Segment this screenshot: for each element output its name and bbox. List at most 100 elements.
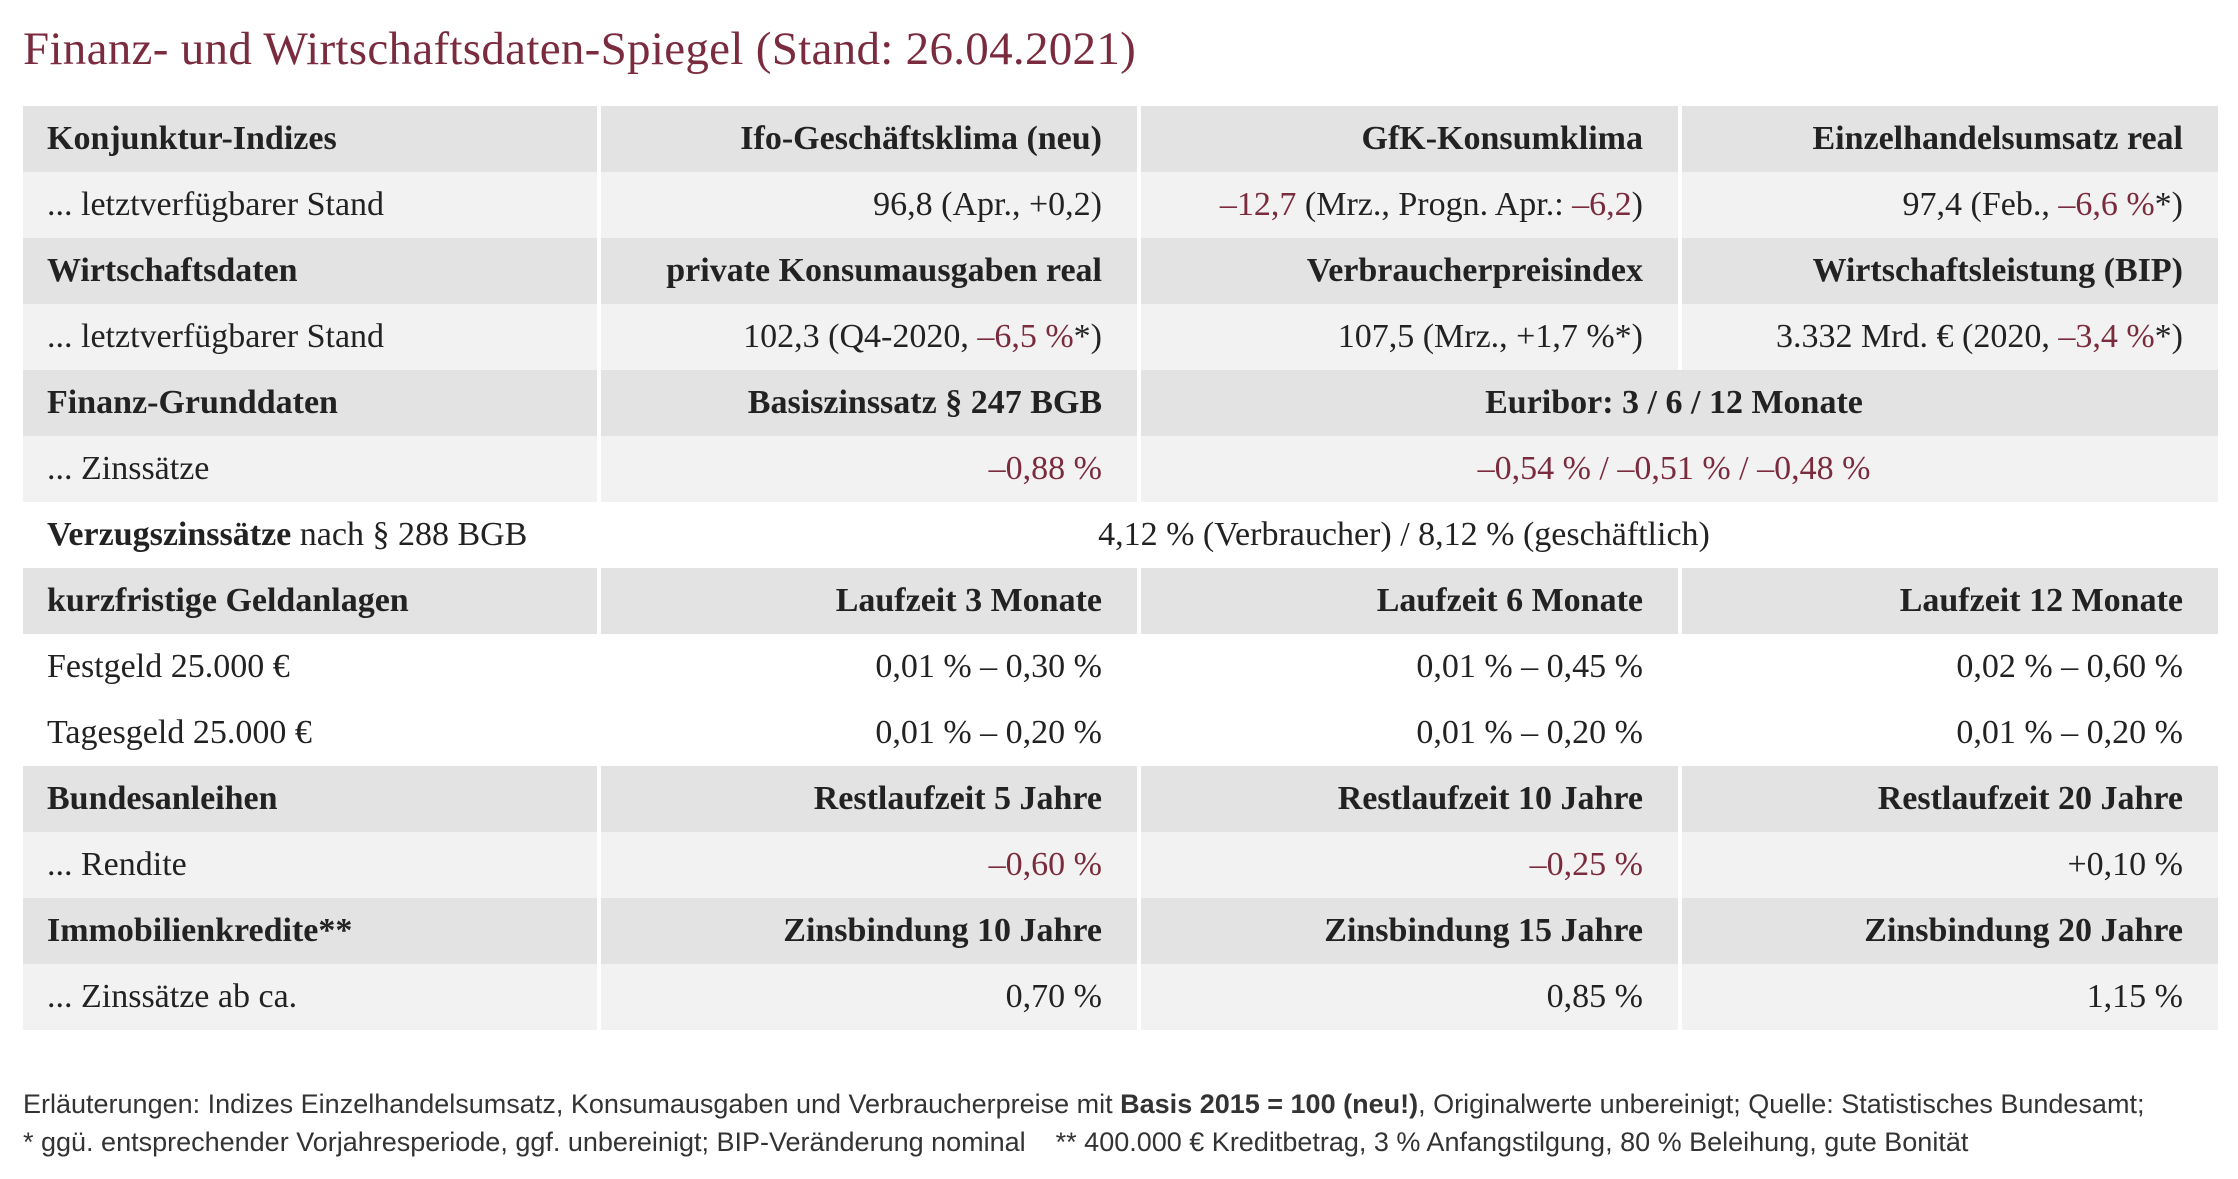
table-cell: 0,01 % – 0,45 % <box>1137 634 1678 700</box>
cell-text: Finanz-Grunddaten <box>47 384 338 421</box>
footnote-line: Erläuterungen: Indizes Einzelhandelsumsa… <box>23 1085 2144 1123</box>
table-cell: Laufzeit 3 Monate <box>597 568 1137 634</box>
cell-text: Laufzeit 12 Monate <box>1899 582 2183 619</box>
table-cell: Verbraucherpreisindex <box>1137 238 1678 304</box>
cell-text: Ifo-Geschäftsklima (neu) <box>740 120 1102 157</box>
page-title: Finanz- und Wirtschaftsdaten-Spiegel (St… <box>23 23 1137 75</box>
cell-text: Laufzeit 6 Monate <box>1376 582 1643 619</box>
table-row: Festgeld 25.000 € 0,01 % – 0,30 % 0,01 % –… <box>23 634 2218 700</box>
table-cell: Restlaufzeit 5 Jahre <box>597 766 1137 832</box>
cell-text: 0,01 % – 0,20 % <box>1956 714 2183 751</box>
table-cell: 0,01 % – 0,20 % <box>1137 700 1678 766</box>
cell-text: 0,01 % – 0,45 % <box>1416 648 1643 685</box>
table-cell: ... Zinssätze <box>23 436 597 502</box>
table-cell: kurzfristige Geldanlagen <box>23 568 597 634</box>
cell-text: Verbraucherpreisindex <box>1306 252 1643 289</box>
cell-text: Tagesgeld 25.000 € <box>47 714 312 751</box>
table-row: ... letztverfügbarer Stand 102,3 (Q4-2020… <box>23 304 2218 370</box>
table-cell: Tagesgeld 25.000 € <box>23 700 597 766</box>
table-cell: 3.332 Mrd. € (2020, –3,4 %*) <box>1678 304 2218 370</box>
cell-text: 96,8 (Apr., +0,2) <box>873 186 1102 223</box>
cell-text: ... Zinssätze ab ca. <box>47 978 298 1015</box>
table-cell: 0,02 % – 0,60 % <box>1678 634 2218 700</box>
table-cell: Wirtschaftsleistung (BIP) <box>1678 238 2218 304</box>
footnote-text: , Originalwerte unbereinigt; Quelle: Sta… <box>1418 1089 2145 1119</box>
cell-text: 3.332 Mrd. € (2020, <box>1775 318 2059 355</box>
table-cell: –0,25 % <box>1137 832 1678 898</box>
table-row: ... Rendite –0,60 % –0,25 % +0,10 % <box>23 832 2218 898</box>
cell-text: 0,02 % – 0,60 % <box>1956 648 2183 685</box>
table-cell: 0,01 % – 0,30 % <box>597 634 1137 700</box>
cell-text: *) <box>2154 186 2183 223</box>
table-cell: ... letztverfügbarer Stand <box>23 304 597 370</box>
cell-text: –6,2 <box>1572 186 1632 223</box>
cell-text: 107,5 (Mrz., +1,7 %*) <box>1337 318 1643 355</box>
cell-text: 97,4 (Feb., <box>1902 186 2059 223</box>
table-cell: Laufzeit 12 Monate <box>1678 568 2218 634</box>
table-row: Verzugszinssätze nach § 288 BGB 4,12 % (V… <box>23 502 2218 568</box>
table-cell: ... Zinssätze ab ca. <box>23 964 597 1030</box>
table-cell: Euribor: 3 / 6 / 12 Monate <box>1137 370 2218 436</box>
table-cell: 96,8 (Apr., +0,2) <box>597 172 1137 238</box>
table-cell: ... letztverfügbarer Stand <box>23 172 597 238</box>
table-row: Konjunktur-Indizes Ifo-Geschäftsklima (ne… <box>23 106 2218 172</box>
table-cell: Finanz-Grunddaten <box>23 370 597 436</box>
cell-text: –6,5 % <box>977 318 1074 355</box>
cell-text: Restlaufzeit 10 Jahre <box>1337 780 1643 817</box>
cell-text: –0,88 % <box>988 450 1102 487</box>
table-cell: 107,5 (Mrz., +1,7 %*) <box>1137 304 1678 370</box>
table-cell: Verzugszinssätze nach § 288 BGB <box>23 502 597 568</box>
table-row: Bundesanleihen Restlaufzeit 5 Jahre Restla… <box>23 766 2218 832</box>
cell-text: Wirtschaftsleistung (BIP) <box>1812 252 2183 289</box>
cell-text: *) <box>1073 318 1102 355</box>
cell-text: Basiszinssatz § 247 BGB <box>747 384 1102 421</box>
table-cell: 0,01 % – 0,20 % <box>1678 700 2218 766</box>
table-cell: –0,60 % <box>597 832 1137 898</box>
cell-text: 1,15 % <box>2086 978 2183 1015</box>
cell-text: Festgeld 25.000 € <box>47 648 290 685</box>
table-cell: 1,15 % <box>1678 964 2218 1030</box>
cell-text: 0,01 % – 0,20 % <box>875 714 1102 751</box>
cell-text: (Mrz., Progn. Apr.: <box>1296 186 1573 223</box>
cell-text: 0,01 % – 0,30 % <box>875 648 1102 685</box>
data-table: Konjunktur-Indizes Ifo-Geschäftsklima (ne… <box>23 106 2218 1030</box>
table-cell: 0,01 % – 0,20 % <box>597 700 1137 766</box>
table-cell: 4,12 % (Verbraucher) / 8,12 % (geschäftl… <box>597 502 2218 568</box>
footnote-text: * ggü. entsprechender Vorjahresperiode, … <box>23 1127 1969 1157</box>
footnote-text: Basis 2015 = 100 (neu!) <box>1120 1089 1419 1119</box>
table-cell: Zinsbindung 15 Jahre <box>1137 898 1678 964</box>
table-cell: 102,3 (Q4-2020, –6,5 %*) <box>597 304 1137 370</box>
table-row: Wirtschaftsdaten private Konsumausgaben r… <box>23 238 2218 304</box>
table-cell: 0,70 % <box>597 964 1137 1030</box>
table-cell: –0,54 % / –0,51 % / –0,48 % <box>1137 436 2218 502</box>
table-row: ... letztverfügbarer Stand 96,8 (Apr., +0… <box>23 172 2218 238</box>
table-cell: –0,88 % <box>597 436 1137 502</box>
table-row: kurzfristige Geldanlagen Laufzeit 3 Monat… <box>23 568 2218 634</box>
cell-text: Euribor: 3 / 6 / 12 Monate <box>1485 384 1863 421</box>
cell-text: kurzfristige Geldanlagen <box>47 582 409 619</box>
cell-text: –3,4 % <box>2058 318 2155 355</box>
cell-text: Zinsbindung 15 Jahre <box>1324 912 1643 949</box>
table-row: Immobilienkredite** Zinsbindung 10 Jahre Z… <box>23 898 2218 964</box>
table-cell: Bundesanleihen <box>23 766 597 832</box>
table-cell: Restlaufzeit 10 Jahre <box>1137 766 1678 832</box>
cell-text: GfK-Konsumklima <box>1361 120 1643 157</box>
cell-text: Zinsbindung 20 Jahre <box>1864 912 2183 949</box>
table-cell: Laufzeit 6 Monate <box>1137 568 1678 634</box>
cell-text: Zinsbindung 10 Jahre <box>783 912 1102 949</box>
cell-text: ) <box>1631 186 1643 223</box>
table-cell: GfK-Konsumklima <box>1137 106 1678 172</box>
table-cell: Zinsbindung 20 Jahre <box>1678 898 2218 964</box>
table-cell: Basiszinssatz § 247 BGB <box>597 370 1137 436</box>
cell-text: –12,7 <box>1219 186 1297 223</box>
table-cell: Einzelhandelsumsatz real <box>1678 106 2218 172</box>
cell-text: Bundesanleihen <box>47 780 278 817</box>
cell-text: –6,6 % <box>2058 186 2155 223</box>
table-cell: Konjunktur-Indizes <box>23 106 597 172</box>
table-cell: –12,7 (Mrz., Progn. Apr.: –6,2) <box>1137 172 1678 238</box>
cell-text: nach § 288 BGB <box>291 516 528 553</box>
footnote-line: * ggü. entsprechender Vorjahresperiode, … <box>23 1123 2144 1161</box>
table-cell: Restlaufzeit 20 Jahre <box>1678 766 2218 832</box>
cell-text: –0,60 % <box>988 846 1102 883</box>
